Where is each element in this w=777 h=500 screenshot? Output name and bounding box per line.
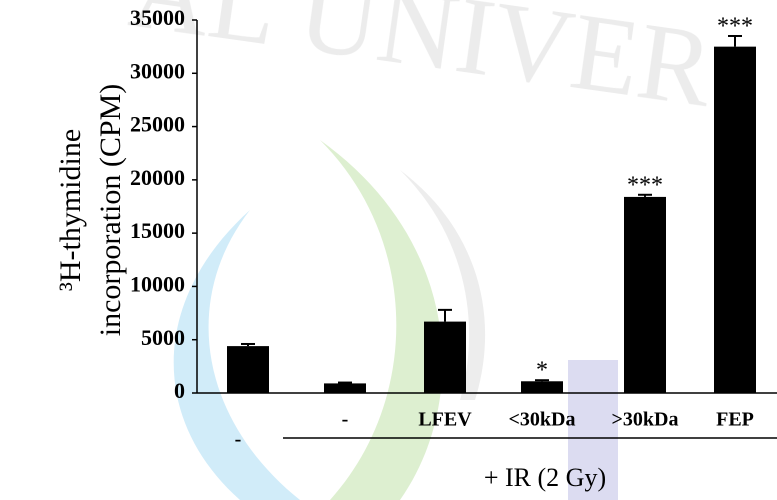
bar <box>424 322 466 393</box>
error-bar <box>338 383 352 384</box>
y-tick-label: 5000 <box>141 325 185 350</box>
group-label: + IR (2 Gy) <box>484 463 606 492</box>
y-tick-label: 30000 <box>130 58 185 83</box>
x-tick-label: - <box>235 429 242 451</box>
x-tick-label: FEP <box>716 409 754 431</box>
error-bar <box>241 344 255 346</box>
y-axis-label: ³H-thymidine incorporation (CPM) <box>54 84 127 336</box>
y-tick-label: 20000 <box>130 165 185 190</box>
bar <box>324 383 366 393</box>
x-tick-label: LFEV <box>418 409 472 431</box>
significance-label: * <box>536 358 548 384</box>
y-axis-label-line: incorporation (CPM) <box>94 84 127 336</box>
bar <box>227 346 269 393</box>
svg-text:AL UNIVER: AL UNIVER <box>123 0 720 130</box>
x-tick-label: >30kDa <box>612 409 679 431</box>
y-tick-label: 0 <box>174 378 185 403</box>
error-bar <box>438 310 452 322</box>
bar <box>624 197 666 393</box>
x-tick-label: <30kDa <box>509 409 576 431</box>
y-tick-label: 15000 <box>130 218 185 243</box>
significance-label: *** <box>717 13 753 39</box>
y-axis-label-line: ³H-thymidine <box>54 129 87 291</box>
y-tick-label: 25000 <box>130 112 185 137</box>
y-tick-label: 10000 <box>130 271 185 296</box>
chart: AL UNIVER ³H-thymidine incorporation (CP… <box>0 0 777 500</box>
bar <box>714 47 756 393</box>
y-tick-label: 35000 <box>130 5 185 30</box>
x-tick-label: - <box>342 409 349 431</box>
significance-label: *** <box>627 172 663 198</box>
